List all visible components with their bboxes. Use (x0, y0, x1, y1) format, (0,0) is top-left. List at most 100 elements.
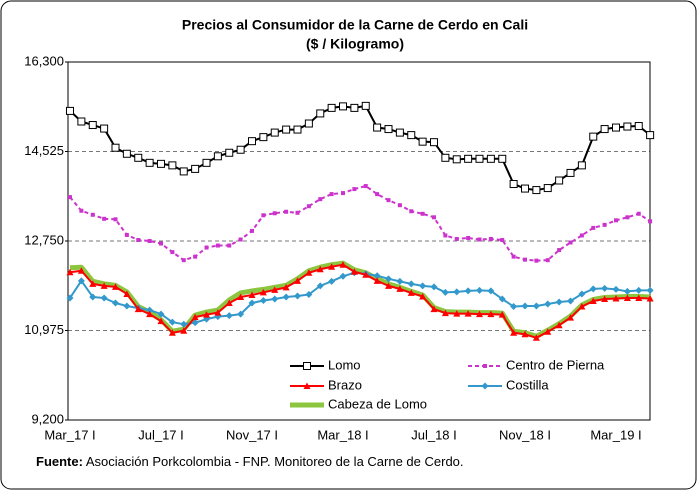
data-point (225, 148, 234, 157)
data-point (589, 297, 597, 305)
data-point (409, 209, 414, 214)
data-point (362, 271, 370, 278)
data-point (236, 145, 245, 154)
legend-marker (303, 362, 311, 370)
data-point (237, 310, 245, 318)
data-point (294, 277, 301, 284)
data-point (521, 302, 529, 310)
data-point (602, 222, 607, 227)
plot-border (67, 61, 651, 421)
data-point (113, 217, 118, 222)
data-point (89, 280, 97, 287)
data-point (625, 215, 630, 220)
data-point (134, 153, 143, 162)
data-point (567, 314, 574, 321)
data-point (181, 258, 186, 263)
data-point (77, 277, 85, 285)
x-tick-label: Mar_17 I (44, 427, 95, 442)
data-point (77, 267, 85, 274)
data-point (454, 236, 459, 241)
data-point (407, 280, 415, 288)
data-point (282, 283, 290, 291)
data-point (112, 283, 119, 290)
data-point (341, 191, 345, 196)
data-point (284, 209, 289, 214)
data-point (395, 128, 404, 137)
data-point (350, 268, 358, 275)
data-point (464, 310, 472, 317)
data-point (385, 282, 392, 289)
data-point (361, 101, 370, 110)
data-point (475, 154, 484, 163)
data-point (567, 297, 574, 305)
data-point (100, 124, 109, 133)
data-point (521, 330, 529, 338)
data-point (193, 254, 198, 259)
data-point (123, 302, 131, 310)
data-point (271, 286, 279, 293)
data-point (510, 329, 518, 336)
data-point (179, 167, 188, 176)
data-point (146, 310, 154, 318)
y-tick-label: 14,525 (24, 143, 64, 158)
data-point (543, 184, 552, 193)
data-point (259, 296, 267, 304)
data-point (191, 164, 200, 173)
data-point (213, 152, 222, 161)
data-point (304, 119, 313, 128)
data-point (500, 237, 505, 242)
data-point (407, 289, 415, 296)
data-point (384, 125, 393, 134)
data-point (443, 233, 448, 238)
data-point (555, 176, 564, 185)
data-point (612, 294, 620, 302)
data-point (418, 137, 427, 146)
data-point (295, 210, 300, 215)
data-point (578, 290, 586, 298)
data-point (145, 158, 154, 167)
y-tick-label: 10,975 (24, 322, 64, 337)
data-point (578, 303, 586, 310)
data-point (646, 131, 655, 140)
data-point (305, 290, 313, 298)
data-point (318, 197, 323, 202)
data-point (577, 161, 586, 170)
data-point (363, 184, 368, 189)
y-tick-label: 9,200 (31, 411, 64, 426)
data-point (90, 212, 95, 217)
data-point (430, 138, 438, 147)
data-point (259, 288, 267, 296)
data-point (168, 161, 177, 170)
x-tick-label: Nov_17 I (226, 427, 278, 442)
data-point (180, 327, 188, 334)
data-point (635, 286, 643, 294)
data-point (646, 294, 654, 302)
x-tick-label: Jul_18 I (411, 427, 457, 442)
data-point (386, 198, 391, 203)
data-point (327, 103, 336, 112)
data-point (66, 294, 74, 302)
data-point (521, 184, 529, 193)
data-point (545, 258, 550, 263)
data-point (204, 245, 209, 250)
data-point (271, 295, 279, 303)
legend-label: Costilla (506, 377, 549, 392)
data-point (532, 186, 541, 195)
data-point (532, 302, 540, 310)
data-point (544, 328, 552, 335)
data-point (339, 261, 347, 268)
data-point (486, 154, 495, 163)
data-point (66, 106, 74, 115)
data-point (432, 215, 436, 220)
data-point (601, 295, 609, 302)
legend-label: Brazo (328, 377, 362, 392)
data-point (453, 310, 461, 317)
data-point (227, 243, 232, 248)
source-note: Fuente: Asociación Porkcolombia - FNP. M… (36, 454, 464, 469)
data-point (168, 318, 176, 326)
data-point (601, 284, 609, 292)
data-point (102, 216, 107, 221)
data-point (453, 288, 461, 296)
data-point (191, 319, 199, 327)
